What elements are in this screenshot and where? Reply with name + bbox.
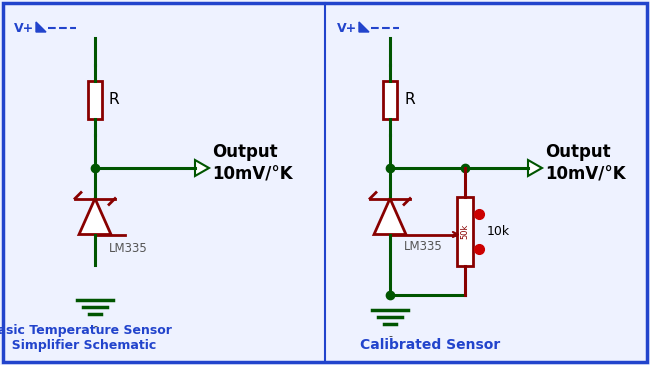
Text: Calibrated Sensor: Calibrated Sensor <box>360 338 500 352</box>
Text: R: R <box>109 92 120 108</box>
Text: Basic Temperature Sensor
  Simplifier Schematic: Basic Temperature Sensor Simplifier Sche… <box>0 324 172 352</box>
Polygon shape <box>359 22 369 32</box>
Polygon shape <box>528 160 542 176</box>
Polygon shape <box>195 160 209 176</box>
Text: 50k: 50k <box>460 224 469 239</box>
Text: -: - <box>388 331 392 341</box>
Polygon shape <box>374 199 406 234</box>
Text: 10k: 10k <box>487 225 510 238</box>
Text: LM335: LM335 <box>404 241 443 254</box>
Text: Output
10mV/°K: Output 10mV/°K <box>545 143 625 183</box>
Text: V+: V+ <box>337 22 358 35</box>
Bar <box>457 197 473 266</box>
Polygon shape <box>36 22 46 32</box>
Text: R: R <box>404 92 415 108</box>
Text: -: - <box>93 321 97 331</box>
Bar <box>88 81 102 119</box>
Bar <box>383 81 397 119</box>
Text: LM335: LM335 <box>109 242 148 255</box>
Polygon shape <box>79 199 111 234</box>
Text: Output
10mV/°K: Output 10mV/°K <box>212 143 292 183</box>
Text: V+: V+ <box>14 22 34 35</box>
